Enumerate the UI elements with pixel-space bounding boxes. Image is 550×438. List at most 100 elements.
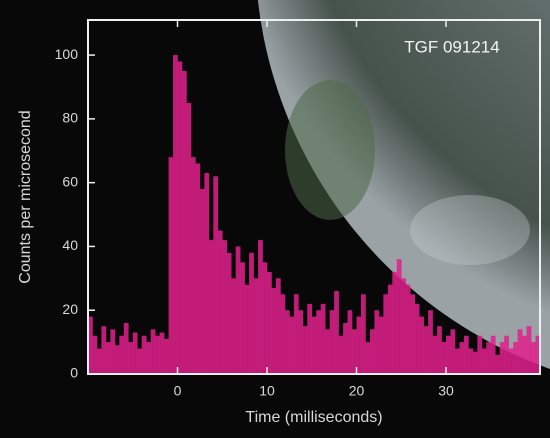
bar xyxy=(401,278,407,374)
bar xyxy=(423,326,429,374)
bar xyxy=(96,348,102,374)
bar xyxy=(258,240,263,374)
bar xyxy=(531,342,536,374)
bar xyxy=(284,310,290,374)
bar xyxy=(334,291,339,374)
bar xyxy=(293,294,299,374)
bar xyxy=(414,303,420,374)
bar xyxy=(244,284,250,374)
bar xyxy=(92,335,98,374)
earth-cloud xyxy=(410,195,530,265)
bar xyxy=(504,335,509,374)
bar xyxy=(329,310,335,374)
bar xyxy=(150,329,156,374)
bar xyxy=(311,316,317,374)
bar xyxy=(499,342,505,374)
bar xyxy=(235,246,241,374)
bar xyxy=(526,326,532,374)
bar xyxy=(437,326,442,374)
bar xyxy=(410,294,415,374)
bar xyxy=(490,335,496,374)
bar xyxy=(387,284,393,374)
bar xyxy=(101,326,107,374)
bar xyxy=(164,338,169,374)
bar xyxy=(226,252,232,374)
bar xyxy=(119,335,125,374)
bar xyxy=(141,335,147,374)
bar xyxy=(356,316,362,374)
bar xyxy=(298,310,304,374)
bar xyxy=(463,335,469,374)
bar xyxy=(168,157,174,374)
bar xyxy=(181,71,187,374)
y-tick-label: 80 xyxy=(62,110,78,126)
bar xyxy=(190,157,196,374)
bar xyxy=(316,310,322,374)
bar xyxy=(177,61,183,374)
bar xyxy=(128,342,134,374)
bar xyxy=(132,332,138,374)
bar xyxy=(123,322,129,374)
bar xyxy=(486,342,492,374)
bar xyxy=(320,303,326,374)
bar xyxy=(146,342,151,374)
bar xyxy=(262,262,268,374)
bar xyxy=(231,278,236,374)
x-tick-label: 30 xyxy=(438,383,454,399)
bar xyxy=(450,329,456,374)
earth-land xyxy=(285,80,375,220)
bar xyxy=(289,316,295,374)
y-tick-label: 60 xyxy=(62,173,78,189)
bar xyxy=(137,348,143,374)
bar xyxy=(240,262,245,374)
bar xyxy=(267,271,272,374)
y-axis-label: Counts per microsecond xyxy=(17,110,34,283)
x-tick-label: 10 xyxy=(259,383,275,399)
y-tick-label: 40 xyxy=(62,237,78,253)
bar xyxy=(468,348,474,374)
bar xyxy=(195,163,201,374)
bar xyxy=(280,294,286,374)
bar xyxy=(481,348,487,374)
bar xyxy=(222,240,228,374)
bar xyxy=(105,342,111,374)
bar xyxy=(513,342,518,374)
bar xyxy=(459,342,465,374)
bar xyxy=(88,316,93,374)
x-axis-label: Time (milliseconds) xyxy=(245,409,382,426)
y-tick-label: 20 xyxy=(62,301,78,317)
plot-area xyxy=(88,55,540,374)
bar xyxy=(213,176,219,374)
x-tick-label: 0 xyxy=(174,383,182,399)
bar xyxy=(110,329,116,374)
bar xyxy=(392,271,398,374)
bar xyxy=(369,329,375,374)
bar xyxy=(325,329,330,374)
bar xyxy=(186,102,192,374)
x-tick-label: 20 xyxy=(349,383,365,399)
bar xyxy=(365,342,371,374)
bar xyxy=(522,335,527,374)
bar xyxy=(347,310,353,374)
bar xyxy=(271,287,277,374)
bar xyxy=(374,310,380,374)
bar xyxy=(338,335,344,374)
bar xyxy=(302,326,308,374)
bar xyxy=(352,329,357,374)
bar xyxy=(208,240,214,374)
bar xyxy=(432,335,438,374)
bar xyxy=(378,316,384,374)
bar xyxy=(446,335,451,374)
annotation: TGF 091214 xyxy=(404,37,499,56)
bar xyxy=(343,322,348,374)
bar xyxy=(477,335,483,374)
bar xyxy=(217,230,223,374)
bar xyxy=(360,294,366,374)
bar xyxy=(204,173,210,374)
bar xyxy=(472,351,478,374)
bar xyxy=(428,310,433,374)
bar xyxy=(383,294,389,374)
bar xyxy=(114,345,120,374)
bar xyxy=(275,278,281,374)
